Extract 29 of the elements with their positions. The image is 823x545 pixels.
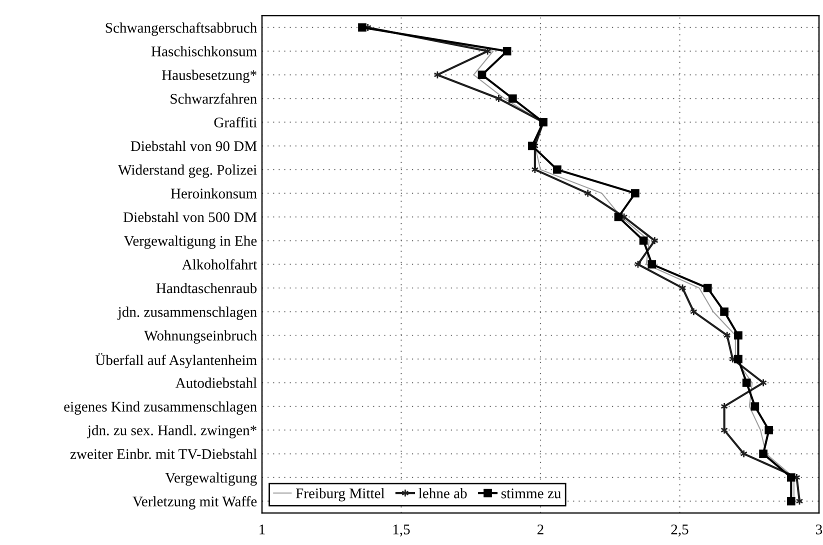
y-tick-label: eigenes Kind zusammenschlagen: [64, 401, 257, 415]
y-tick-label: Vergewaltigung in Ehe: [124, 236, 257, 249]
x-tick-label: 2,5: [671, 524, 688, 536]
y-tick-label: Hausbesetzung*: [162, 70, 256, 84]
y-tick-label: Wohnungseinbruch: [144, 330, 257, 344]
y-tick-label: Diebstahl von 500 DM: [123, 212, 257, 222]
y-tick-label: Verletzung mit Waffe: [132, 496, 257, 510]
y-tick-label: Handtaschenraub: [156, 282, 257, 294]
x-tick-label: 1,5: [393, 524, 410, 536]
legend-label: Freiburg Mittel: [296, 488, 385, 502]
legend-label: stimme zu: [501, 488, 561, 498]
x-tick-label: 3: [816, 524, 822, 534]
y-tick-label: jdn. zusammenschlagen: [117, 306, 257, 320]
y-tick-label: Widerstand geg. Polizei: [118, 164, 257, 178]
y-tick-label: Überfall auf Asylantenheim: [95, 353, 257, 368]
y-tick-label: Graffiti: [214, 117, 257, 128]
y-tick-label: Autodiebstahl: [175, 378, 257, 388]
y-tick-label: Vergewaltigung: [165, 472, 257, 486]
y-tick-label: Heroinkonsum: [170, 188, 257, 198]
y-tick-label: jdn. zu sex. Handl. zwingen*: [87, 425, 256, 438]
y-tick-label: zweiter Einbr. mit TV-Diebstahl: [70, 448, 257, 460]
legend-label: lehne ab: [418, 488, 467, 498]
x-tick-label: 2: [537, 524, 544, 534]
y-tick-label: Schwangerschaftsabbruch: [106, 22, 257, 36]
y-tick-label: Haschischkonsum: [151, 46, 257, 56]
x-tick-label: 1: [260, 524, 265, 534]
y-tick-label: Schwarzfahren: [170, 93, 257, 104]
y-tick-label: Diebstahl von 90 DM: [130, 140, 257, 152]
y-tick-label: Alkoholfahrt: [182, 259, 258, 270]
